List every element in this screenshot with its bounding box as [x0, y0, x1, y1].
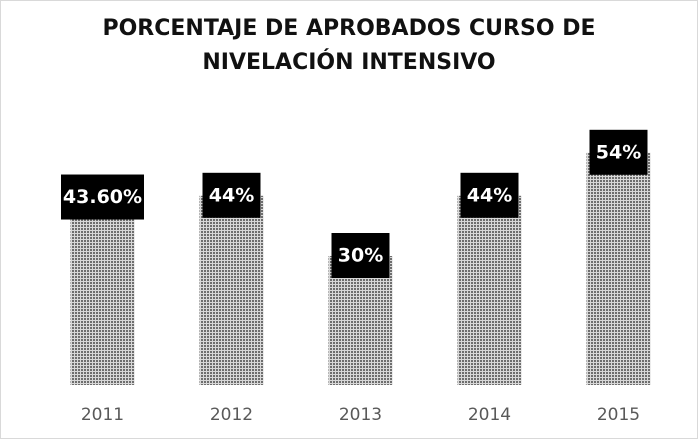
bar [70, 197, 135, 385]
x-tick-label: 2012 [210, 405, 253, 425]
x-tick-label: 2015 [597, 405, 640, 425]
bar [199, 195, 264, 385]
value-label-box [589, 129, 648, 175]
value-label: 54% [596, 141, 641, 163]
bar [457, 195, 522, 385]
value-label-box [331, 233, 390, 278]
value-label-box [61, 174, 144, 220]
bar [586, 152, 651, 385]
value-label: 44% [467, 184, 512, 206]
x-tick-label: 2011 [81, 405, 124, 425]
x-tick-label: 2013 [339, 405, 382, 425]
value-label: 43.60% [63, 186, 142, 208]
x-tick-label: 2014 [468, 405, 511, 425]
value-label: 30% [338, 245, 383, 267]
chart-title: PORCENTAJE DE APROBADOS CURSO DE NIVELAC… [102, 16, 596, 75]
value-label-box [460, 172, 519, 218]
value-label-box [202, 172, 261, 218]
value-label: 44% [209, 184, 254, 206]
